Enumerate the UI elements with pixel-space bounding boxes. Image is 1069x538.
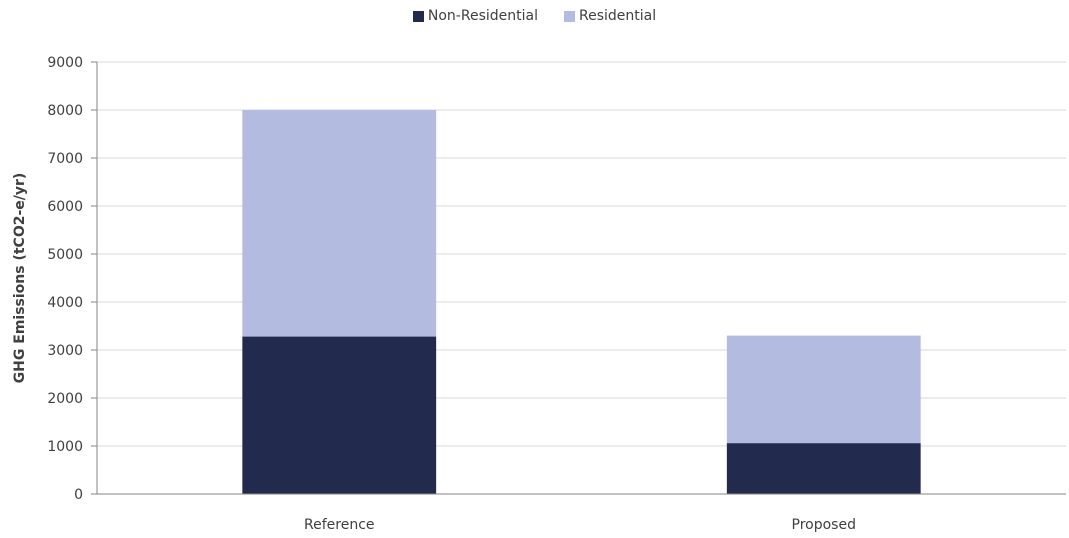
bar-residential-reference xyxy=(242,110,437,337)
legend-item-non-residential: Non-Residential xyxy=(412,8,538,24)
y-axis-label: GHG Emissions (tCO2-e/yr) xyxy=(12,173,28,384)
y-tick-label: 3000 xyxy=(47,343,83,359)
bar-residential-proposed xyxy=(726,335,921,444)
chart-legend: Non-Residential Residential xyxy=(0,8,1069,24)
y-tick-label: 5000 xyxy=(47,247,83,263)
legend-label-non-residential: Non-Residential xyxy=(427,8,538,24)
y-tick-label: 9000 xyxy=(47,55,83,71)
axes: 0 1000 2000 3000 4000 5000 6000 7000 8000 9000 Ref… xyxy=(47,55,1066,533)
y-tick-label: 1000 xyxy=(47,439,83,455)
y-tick-label: 2000 xyxy=(47,391,83,407)
legend-swatch-non-residential xyxy=(412,10,424,22)
y-tick-label: 0 xyxy=(74,487,83,503)
bars xyxy=(242,110,921,494)
x-category-label: Reference xyxy=(304,517,375,533)
legend-item-residential: Residential xyxy=(563,8,657,24)
y-tick-label: 6000 xyxy=(47,199,83,215)
bar-non-residential-proposed xyxy=(726,443,921,494)
legend-label-residential: Residential xyxy=(578,8,657,24)
x-category-label: Proposed xyxy=(792,517,856,533)
y-tick-label: 4000 xyxy=(47,295,83,311)
y-tick-label: 7000 xyxy=(47,151,83,167)
bar-non-residential-reference xyxy=(242,336,437,494)
legend-swatch-residential xyxy=(563,10,575,22)
y-tick-label: 8000 xyxy=(47,103,83,119)
